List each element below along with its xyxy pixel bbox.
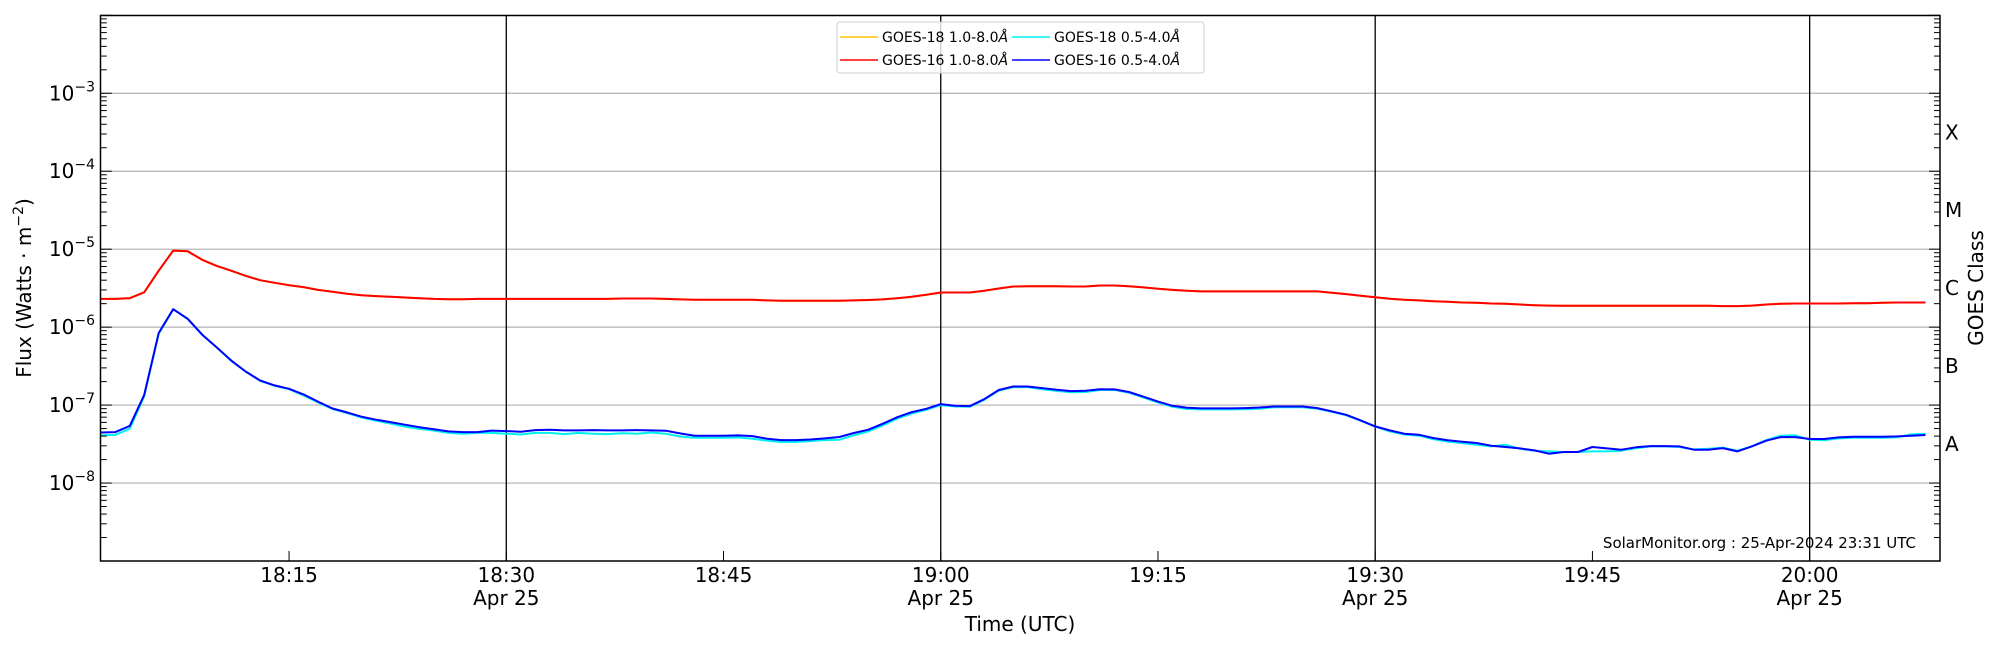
y-tick-exponent: −6 <box>74 313 95 329</box>
legend-label-name: GOES-18 0.5-4.0 <box>1054 30 1171 46</box>
series-line-goes-18-1-0-8-0 <box>100 249 1926 308</box>
y-tick-label: 10−6 <box>49 313 95 339</box>
series-line-goes-18-0-5-4-0 <box>100 308 1926 453</box>
plot-area-frame <box>99 14 1941 562</box>
legend-label-unit: Å <box>1170 29 1181 46</box>
y-tick-base: 10 <box>49 81 74 105</box>
legend-label-unit: Å <box>998 52 1009 69</box>
x-tick-label: 20:00 <box>1781 563 1839 587</box>
x-tick-label: 18:15 <box>260 563 318 587</box>
y-axis-ticks: 10−810−710−610−510−410−3 <box>49 14 1940 562</box>
legend-label: GOES-18 0.5-4.0Å <box>1054 29 1180 46</box>
y-axis-label: Flux (Watts · m−2) <box>11 198 36 378</box>
source-annotation: SolarMonitor.org : 25-Apr-2024 23:31 UTC <box>1603 534 1916 552</box>
goes-class-axis: A B C M X <box>1945 120 1962 456</box>
vertical-date-lines <box>505 15 1811 561</box>
legend-label-name: GOES-18 1.0-8.0 <box>882 30 999 46</box>
series-layer <box>100 249 1926 455</box>
goes-class-axis-label: GOES Class <box>1964 230 1988 346</box>
y-tick-exponent: −5 <box>74 235 95 251</box>
y-tick-exponent: −7 <box>74 391 95 407</box>
legend-label-unit: Å <box>1170 52 1181 69</box>
goes-class-label: A <box>1945 432 1959 456</box>
y-tick-base: 10 <box>49 237 74 261</box>
x-tick-label: 18:45 <box>695 563 753 587</box>
legend-label: GOES-16 1.0-8.0Å <box>882 52 1008 69</box>
grid-layer <box>100 92 1940 484</box>
x-tick-label: 19:30 <box>1346 563 1404 587</box>
legend-box <box>836 21 1205 74</box>
x-tick-label: 19:45 <box>1564 563 1622 587</box>
y-tick-label: 10−4 <box>49 157 95 183</box>
y-tick-label: 10−7 <box>49 391 95 417</box>
x-tick-date-label: Apr 25 <box>473 586 539 610</box>
y-tick-base: 10 <box>49 315 74 339</box>
legend-label: GOES-16 0.5-4.0Å <box>1054 52 1180 69</box>
x-tick-date-label: Apr 25 <box>908 586 974 610</box>
series-line-goes-16-1-0-8-0 <box>100 249 1926 308</box>
x-axis-label: Time (UTC) <box>964 612 1076 636</box>
x-tick-label: 19:00 <box>912 563 970 587</box>
y-tick-exponent: −4 <box>74 157 95 173</box>
x-tick-label: 18:30 <box>477 563 535 587</box>
y-tick-exponent: −8 <box>74 469 95 485</box>
goes-class-label: X <box>1945 120 1959 144</box>
legend-label: GOES-18 1.0-8.0Å <box>882 29 1008 46</box>
series-line-goes-16-0-5-4-0 <box>100 308 1926 455</box>
goes-class-label: C <box>1945 276 1959 300</box>
x-tick-date-label: Apr 25 <box>1776 586 1842 610</box>
y-axis-label-text: Flux (Watts · m <box>12 227 36 378</box>
y-tick-label: 10−3 <box>49 79 95 105</box>
goes-class-label: B <box>1945 354 1959 378</box>
y-tick-exponent: −3 <box>74 79 95 95</box>
y-axis-label-exponent: −2 <box>11 206 27 227</box>
legend-label-unit: Å <box>998 29 1009 46</box>
y-axis-label-close: ) <box>12 198 36 206</box>
goes-class-label: M <box>1945 198 1962 222</box>
y-tick-base: 10 <box>49 159 74 183</box>
y-tick-label: 10−8 <box>49 469 95 495</box>
legend-label-name: GOES-16 0.5-4.0 <box>1054 53 1171 69</box>
y-tick-base: 10 <box>49 393 74 417</box>
legend-label-name: GOES-16 1.0-8.0 <box>882 53 999 69</box>
x-tick-label: 19:15 <box>1129 563 1187 587</box>
y-tick-base: 10 <box>49 471 74 495</box>
x-tick-date-label: Apr 25 <box>1342 586 1408 610</box>
y-tick-label: 10−5 <box>49 235 95 261</box>
